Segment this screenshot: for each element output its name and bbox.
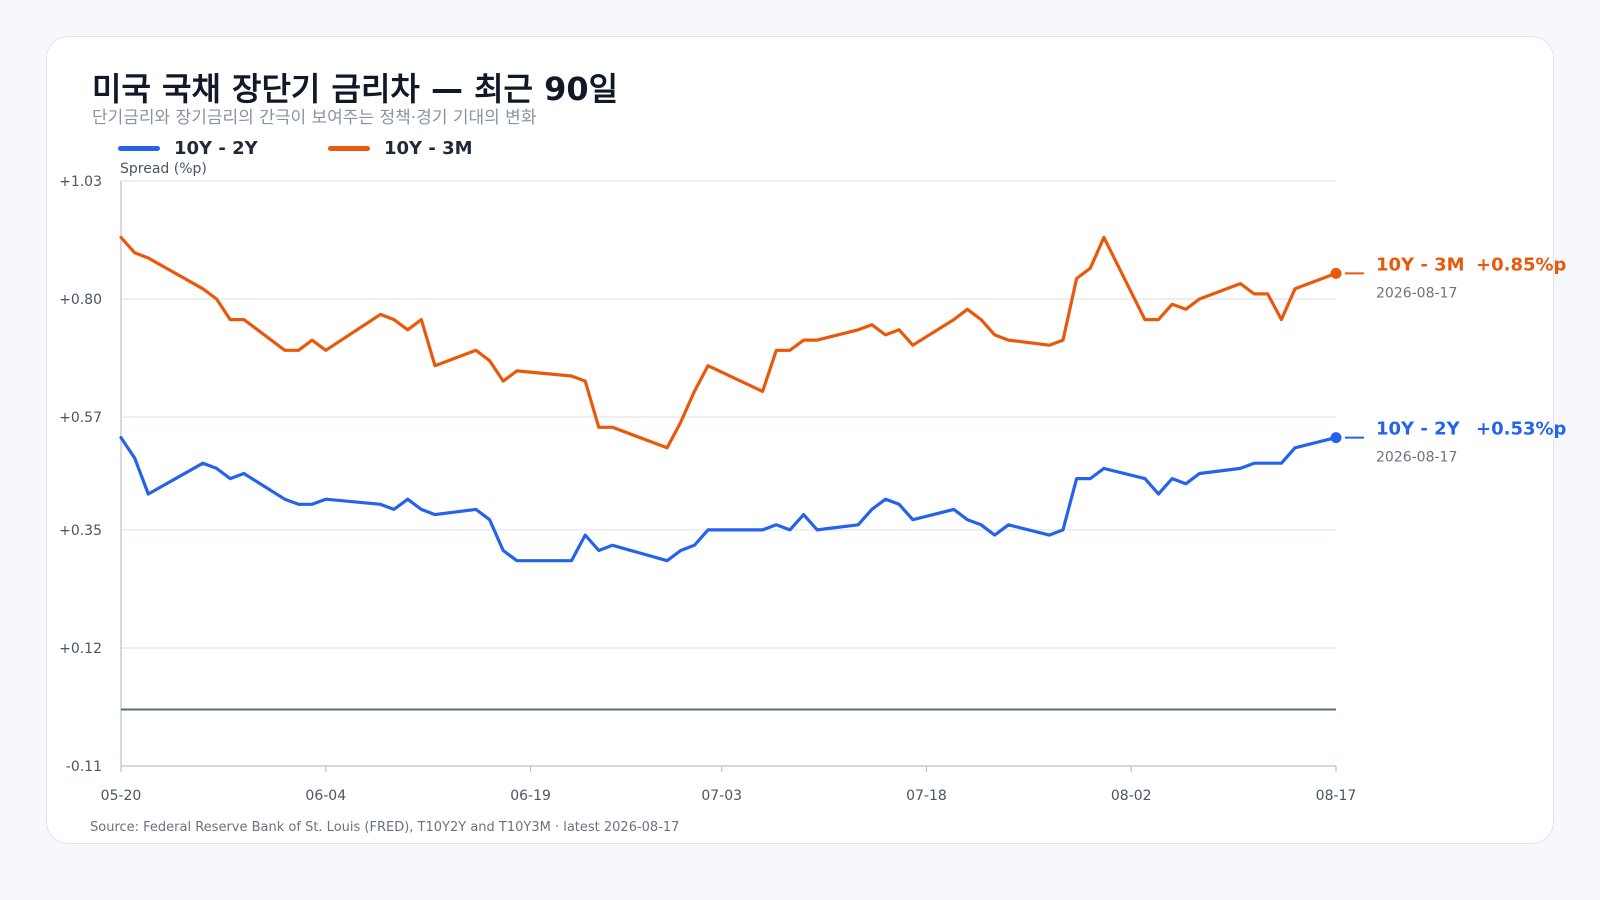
x-tick-label: 08-17 — [1316, 788, 1357, 804]
legend-item-10y-3m: 10Y - 3M — [328, 138, 473, 159]
end-label-date-10y-3m: 2026-08-17 — [1376, 285, 1457, 301]
y-axis-label: Spread (%p) — [120, 161, 207, 177]
end-label-date-10y-2y: 2026-08-17 — [1376, 450, 1457, 466]
series-line-10y-2y — [119, 436, 1338, 563]
chart-title: 미국 국채 장단기 금리차 — 최근 90일 — [92, 70, 619, 108]
end-label-value-10y-2y: +0.53%p — [1476, 419, 1567, 440]
series-line-10y-3m — [119, 235, 1338, 450]
x-tick-label: 08-02 — [1111, 788, 1152, 804]
end-label-name-10y-2y: 10Y - 2Y — [1376, 419, 1461, 440]
y-tick-label: +1.03 — [59, 174, 102, 190]
legend-swatch-10y-3m — [328, 146, 370, 151]
x-tick-label: 07-18 — [906, 788, 947, 804]
legend-swatch-10y-2y — [118, 146, 160, 151]
legend-label-10y-3m: 10Y - 3M — [384, 138, 473, 159]
series-end-point-10y-2y — [1330, 432, 1342, 444]
source-note: Source: Federal Reserve Bank of St. Loui… — [90, 820, 680, 835]
end-label-name-10y-3m: 10Y - 3M — [1376, 254, 1465, 275]
y-tick-label: +0.57 — [59, 410, 102, 426]
series-end-point-10y-3m — [1330, 267, 1342, 279]
x-tick-label: 07-03 — [701, 788, 742, 804]
y-tick-label: +0.35 — [59, 523, 102, 539]
y-tick-label: +0.12 — [59, 641, 102, 657]
x-tick-label: 06-19 — [510, 788, 551, 804]
x-tick-label: 06-04 — [305, 788, 346, 804]
legend-label-10y-2y: 10Y - 2Y — [174, 138, 258, 159]
chart-subtitle: 단기금리와 장기금리의 간극이 보여주는 정책·경기 기대의 변화 — [92, 108, 537, 128]
y-tick-label: +0.80 — [59, 292, 102, 308]
end-label-value-10y-3m: +0.85%p — [1476, 254, 1567, 275]
x-tick-label: 05-20 — [101, 788, 142, 804]
legend-item-10y-2y: 10Y - 2Y — [118, 138, 258, 159]
y-tick-label: -0.11 — [66, 759, 102, 775]
